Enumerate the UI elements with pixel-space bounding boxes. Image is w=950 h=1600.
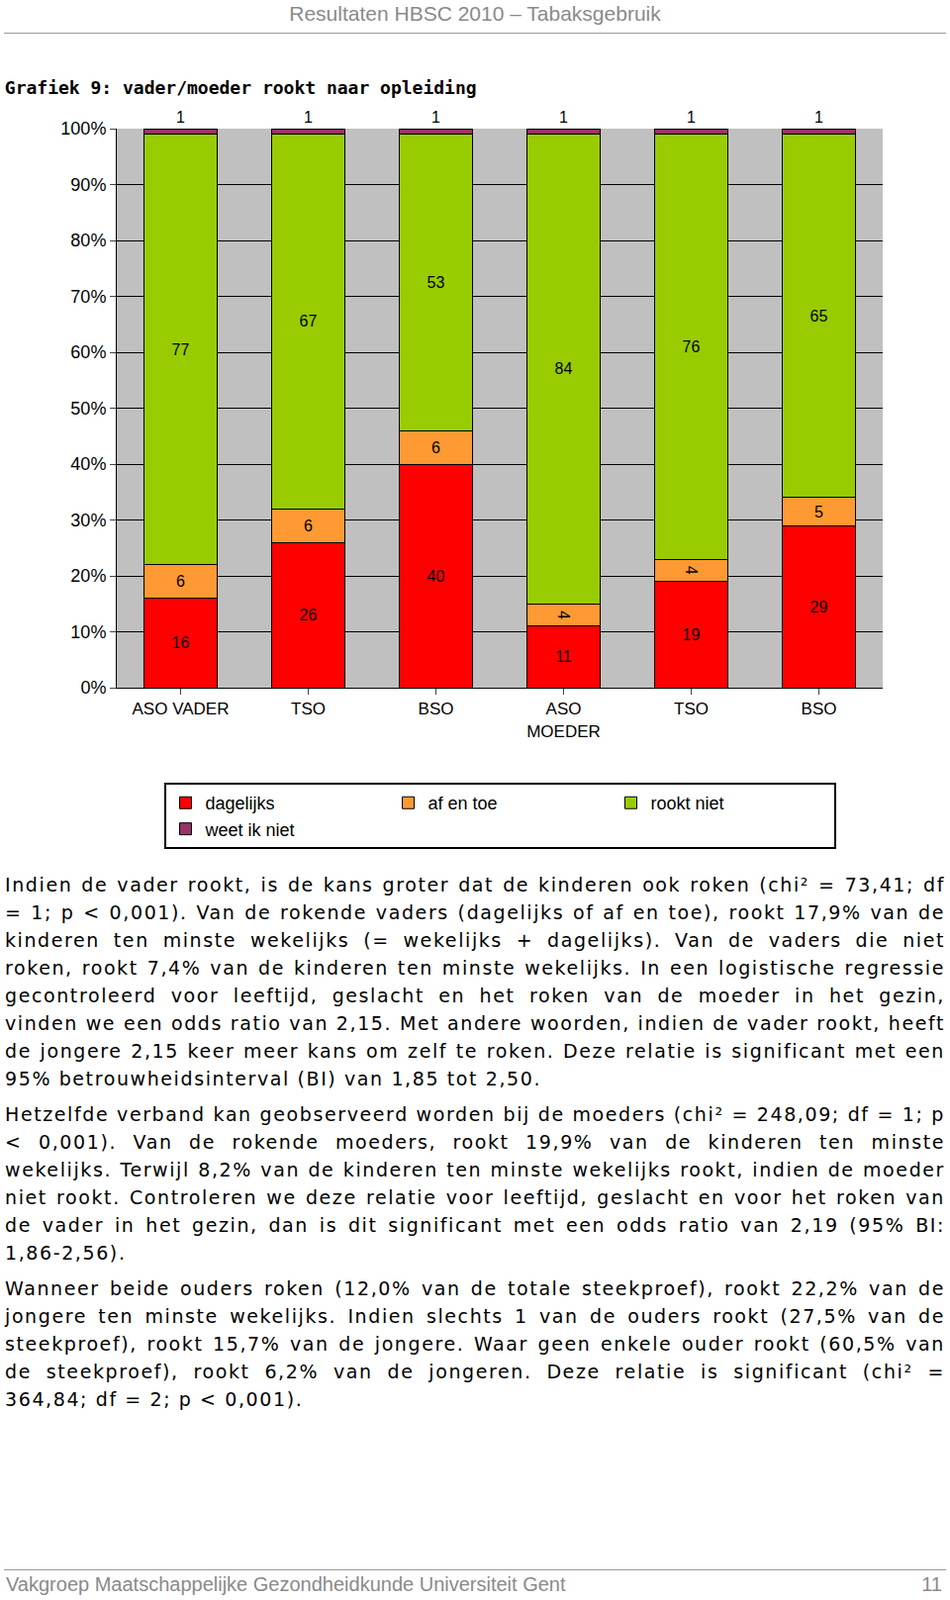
svg-text:100%: 100%: [60, 118, 106, 139]
svg-text:60%: 60%: [70, 342, 106, 363]
svg-text:4: 4: [682, 566, 700, 575]
svg-text:70%: 70%: [70, 286, 106, 307]
svg-text:16: 16: [172, 634, 190, 652]
svg-text:40%: 40%: [70, 454, 106, 475]
svg-text:5: 5: [814, 503, 824, 521]
svg-text:af en toe: af en toe: [428, 793, 498, 814]
html-text:Hetzelfde verband kan geobserv: Hetzelfde verband kan geobserveerd worde…: [4, 1103, 946, 1264]
svg-text:1: 1: [303, 108, 313, 126]
svg-text:65: 65: [810, 307, 829, 325]
svg-text:TSO: TSO: [290, 699, 326, 719]
svg-text:10%: 10%: [70, 622, 106, 643]
svg-text:TSO: TSO: [673, 699, 709, 719]
svg-text:77: 77: [172, 341, 190, 359]
svg-text:19: 19: [682, 626, 701, 644]
svg-text:4: 4: [555, 610, 572, 620]
html-text:Vakgroep Maatschappelijke Gezo: Vakgroep Maatschappelijke Gezondheidkund…: [5, 1573, 566, 1596]
svg-text:29: 29: [810, 598, 829, 616]
svg-text:76: 76: [682, 338, 701, 356]
html-text:11: 11: [921, 1573, 943, 1596]
svg-text:dagelijks: dagelijks: [205, 793, 276, 814]
svg-text:11: 11: [555, 648, 572, 665]
svg-text:20%: 20%: [70, 566, 106, 586]
svg-text:BSO: BSO: [418, 699, 455, 719]
svg-text:53: 53: [427, 274, 446, 291]
html-text:Resultaten HBSC 2010 – Tabaksg: Resultaten HBSC 2010 – Tabaksgebruik: [289, 1, 661, 25]
svg-text:1: 1: [814, 108, 824, 126]
svg-text:ASOMOEDER: ASOMOEDER: [526, 699, 601, 741]
svg-text:0%: 0%: [80, 677, 106, 698]
svg-text:67: 67: [299, 312, 318, 330]
svg-text:50%: 50%: [70, 398, 106, 419]
svg-text:6: 6: [303, 517, 313, 535]
svg-text:1: 1: [686, 108, 696, 126]
html-text:Wanneer beide ouders roken (12: Wanneer beide ouders roken (12,0% van de…: [4, 1277, 946, 1411]
svg-text:1: 1: [559, 108, 569, 126]
svg-text:ASO VADER: ASO VADER: [132, 699, 230, 719]
svg-text:1: 1: [176, 108, 186, 126]
svg-text:weet ik niet: weet ik niet: [204, 820, 295, 841]
svg-text:84: 84: [555, 360, 573, 378]
svg-text:30%: 30%: [70, 510, 106, 531]
svg-text:80%: 80%: [70, 230, 106, 251]
svg-text:BSO: BSO: [801, 699, 838, 719]
svg-text:90%: 90%: [70, 175, 106, 195]
svg-text:Grafiek 9: vader/moeder rookt: Grafiek 9: vader/moeder rookt naar oplei…: [4, 77, 477, 98]
svg-text:6: 6: [431, 439, 441, 457]
svg-text:26: 26: [299, 606, 318, 624]
svg-text:6: 6: [176, 572, 186, 590]
svg-text:40: 40: [427, 568, 446, 585]
svg-text:rookt niet: rookt niet: [651, 793, 725, 814]
html-text:Indien de vader rookt, is de k: Indien de vader rookt, is de kans groter…: [4, 873, 946, 1090]
svg-text:1: 1: [431, 108, 441, 126]
